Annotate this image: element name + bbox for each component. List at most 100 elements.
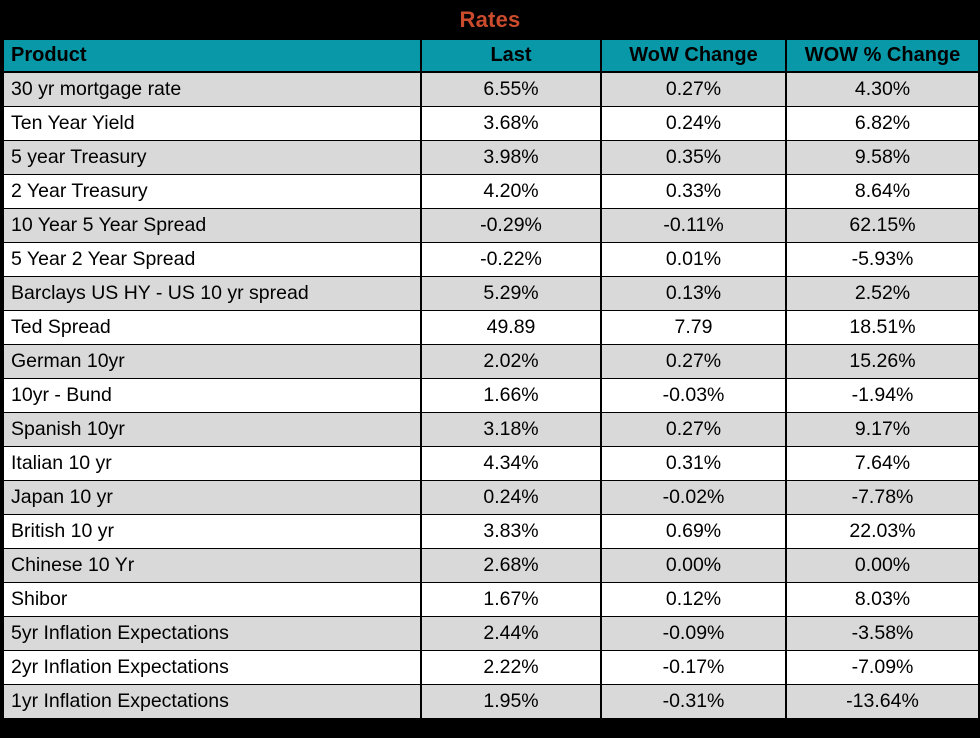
table-row: 30 yr mortgage rate 6.55% 0.27% 4.30% xyxy=(2,71,980,107)
table-row: 5yr Inflation Expectations 2.44% -0.09% … xyxy=(2,615,980,651)
cell-last: 2.02% xyxy=(420,343,602,379)
cell-product: 30 yr mortgage rate xyxy=(2,71,422,107)
cell-product: 5 year Treasury xyxy=(2,139,422,175)
cell-product: 1yr Inflation Expectations xyxy=(2,683,422,719)
cell-last: 3.83% xyxy=(420,513,602,549)
cell-product: Spanish 10yr xyxy=(2,411,422,447)
cell-wow-pct-change: 9.58% xyxy=(785,139,980,175)
table-row: Japan 10 yr 0.24% -0.02% -7.78% xyxy=(2,479,980,515)
cell-last: 1.95% xyxy=(420,683,602,719)
cell-wow-change: 0.24% xyxy=(600,105,787,141)
cell-wow-change: 0.31% xyxy=(600,445,787,481)
header-row: Product Last WoW Change WOW % Change xyxy=(2,38,980,73)
cell-wow-pct-change: 62.15% xyxy=(785,207,980,243)
table-row: Italian 10 yr 4.34% 0.31% 7.64% xyxy=(2,445,980,481)
cell-product: Ted Spread xyxy=(2,309,422,345)
cell-wow-pct-change: -1.94% xyxy=(785,377,980,413)
cell-product: 2 Year Treasury xyxy=(2,173,422,209)
cell-wow-change: -0.31% xyxy=(600,683,787,719)
cell-wow-pct-change: -3.58% xyxy=(785,615,980,651)
header-last: Last xyxy=(420,38,602,73)
rates-table: Product Last WoW Change WOW % Change 30 … xyxy=(2,38,980,719)
cell-wow-change: -0.11% xyxy=(600,207,787,243)
cell-wow-pct-change: 4.30% xyxy=(785,71,980,107)
cell-wow-change: 0.27% xyxy=(600,343,787,379)
table-title: Rates xyxy=(459,7,521,32)
table-row: Barclays US HY - US 10 yr spread 5.29% 0… xyxy=(2,275,980,311)
cell-wow-pct-change: 6.82% xyxy=(785,105,980,141)
cell-wow-change: 0.01% xyxy=(600,241,787,277)
cell-product: 5yr Inflation Expectations xyxy=(2,615,422,651)
table-row: Chinese 10 Yr 2.68% 0.00% 0.00% xyxy=(2,547,980,583)
cell-last: 2.44% xyxy=(420,615,602,651)
cell-wow-change: -0.03% xyxy=(600,377,787,413)
table-row: Ten Year Yield 3.68% 0.24% 6.82% xyxy=(2,105,980,141)
cell-wow-pct-change: 9.17% xyxy=(785,411,980,447)
cell-product: Barclays US HY - US 10 yr spread xyxy=(2,275,422,311)
cell-product: 5 Year 2 Year Spread xyxy=(2,241,422,277)
cell-product: Chinese 10 Yr xyxy=(2,547,422,583)
cell-wow-pct-change: 22.03% xyxy=(785,513,980,549)
cell-last: -0.29% xyxy=(420,207,602,243)
cell-last: 4.20% xyxy=(420,173,602,209)
header-wow-change: WoW Change xyxy=(600,38,787,73)
cell-wow-change: 0.33% xyxy=(600,173,787,209)
table-row: British 10 yr 3.83% 0.69% 22.03% xyxy=(2,513,980,549)
cell-wow-pct-change: -7.78% xyxy=(785,479,980,515)
header-product: Product xyxy=(2,38,422,73)
table-row: 5 year Treasury 3.98% 0.35% 9.58% xyxy=(2,139,980,175)
cell-wow-pct-change: -13.64% xyxy=(785,683,980,719)
table-body: 30 yr mortgage rate 6.55% 0.27% 4.30% Te… xyxy=(2,71,980,719)
cell-wow-change: -0.17% xyxy=(600,649,787,685)
cell-product: 2yr Inflation Expectations xyxy=(2,649,422,685)
cell-last: 2.68% xyxy=(420,547,602,583)
cell-wow-change: 0.12% xyxy=(600,581,787,617)
table-row: 2 Year Treasury 4.20% 0.33% 8.64% xyxy=(2,173,980,209)
cell-wow-change: 0.69% xyxy=(600,513,787,549)
cell-last: 3.98% xyxy=(420,139,602,175)
cell-wow-pct-change: -5.93% xyxy=(785,241,980,277)
cell-wow-pct-change: 2.52% xyxy=(785,275,980,311)
cell-last: 49.89 xyxy=(420,309,602,345)
cell-wow-change: 0.35% xyxy=(600,139,787,175)
cell-product: Ten Year Yield xyxy=(2,105,422,141)
cell-wow-pct-change: 7.64% xyxy=(785,445,980,481)
cell-last: 5.29% xyxy=(420,275,602,311)
cell-wow-change: -0.02% xyxy=(600,479,787,515)
cell-wow-pct-change: 15.26% xyxy=(785,343,980,379)
cell-last: 1.67% xyxy=(420,581,602,617)
cell-wow-change: 0.00% xyxy=(600,547,787,583)
cell-product: Shibor xyxy=(2,581,422,617)
cell-product: Italian 10 yr xyxy=(2,445,422,481)
cell-product: Japan 10 yr xyxy=(2,479,422,515)
cell-product: 10yr - Bund xyxy=(2,377,422,413)
table-row: Shibor 1.67% 0.12% 8.03% xyxy=(2,581,980,617)
cell-product: 10 Year 5 Year Spread xyxy=(2,207,422,243)
cell-wow-change: 0.27% xyxy=(600,411,787,447)
table-row: German 10yr 2.02% 0.27% 15.26% xyxy=(2,343,980,379)
cell-wow-change: 0.13% xyxy=(600,275,787,311)
cell-wow-pct-change: 0.00% xyxy=(785,547,980,583)
table-row: Spanish 10yr 3.18% 0.27% 9.17% xyxy=(2,411,980,447)
cell-wow-pct-change: 18.51% xyxy=(785,309,980,345)
cell-product: German 10yr xyxy=(2,343,422,379)
cell-last: 3.18% xyxy=(420,411,602,447)
table-row: 1yr Inflation Expectations 1.95% -0.31% … xyxy=(2,683,980,719)
cell-last: 3.68% xyxy=(420,105,602,141)
cell-product: British 10 yr xyxy=(2,513,422,549)
table-row: 10 Year 5 Year Spread -0.29% -0.11% 62.1… xyxy=(2,207,980,243)
cell-wow-pct-change: -7.09% xyxy=(785,649,980,685)
title-banner: Rates xyxy=(2,2,978,38)
cell-wow-change: 0.27% xyxy=(600,71,787,107)
table-row: 10yr - Bund 1.66% -0.03% -1.94% xyxy=(2,377,980,413)
cell-last: -0.22% xyxy=(420,241,602,277)
cell-last: 0.24% xyxy=(420,479,602,515)
header-wow-pct-change: WOW % Change xyxy=(785,38,980,73)
cell-last: 2.22% xyxy=(420,649,602,685)
cell-last: 1.66% xyxy=(420,377,602,413)
table-row: 5 Year 2 Year Spread -0.22% 0.01% -5.93% xyxy=(2,241,980,277)
cell-wow-change: -0.09% xyxy=(600,615,787,651)
cell-last: 6.55% xyxy=(420,71,602,107)
table-header: Product Last WoW Change WOW % Change xyxy=(2,38,980,73)
